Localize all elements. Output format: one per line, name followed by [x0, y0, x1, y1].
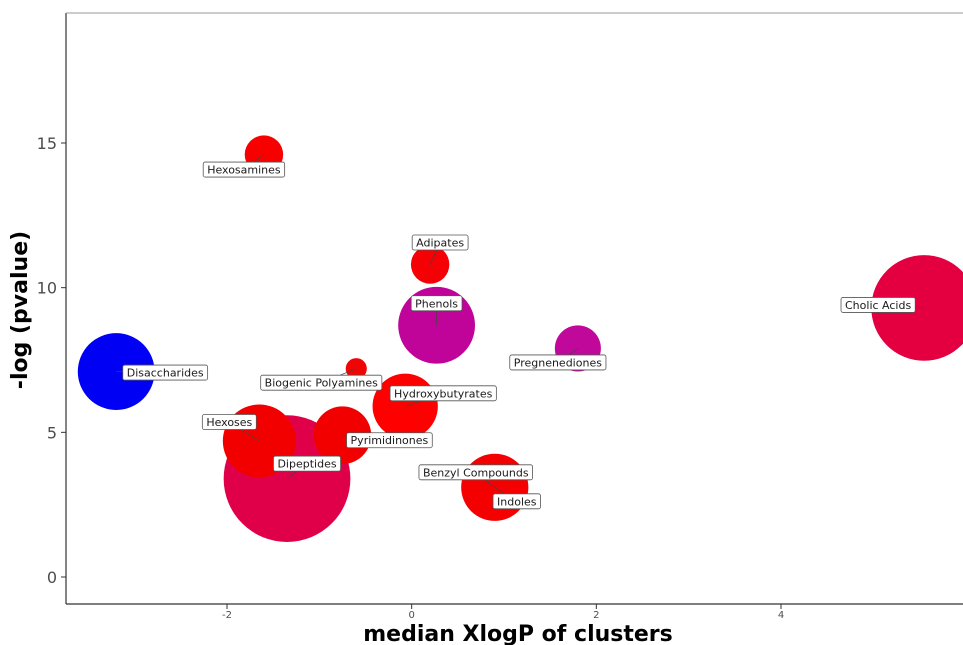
y-tick-label: 15	[37, 134, 57, 153]
label-box	[260, 374, 383, 391]
point-adipates	[410, 245, 450, 284]
point-label-pregnenediones: Pregnenediones	[509, 348, 607, 371]
x-tick-label: 4	[778, 610, 784, 621]
points-layer	[77, 135, 963, 542]
ticks-layer: -2 0 2 4 0 5 10 15	[37, 134, 785, 621]
label-text: Biogenic Polyamines	[265, 377, 378, 390]
x-axis-title: median XlogP of clusters	[363, 622, 673, 645]
label-box	[410, 295, 463, 312]
label-text: Hexosamines	[207, 164, 281, 177]
y-axis-title: -log (pvalue)	[8, 231, 33, 389]
y-tick-label: 10	[37, 279, 57, 298]
label-text: Dipeptides	[277, 458, 336, 471]
x-tick-label: -2	[222, 610, 232, 621]
label-box	[273, 455, 341, 472]
point-label-pyrimidinones: Pyrimidinones	[342, 432, 433, 449]
label-text: Pyrimidinones	[351, 434, 429, 447]
label-text: Benzyl Compounds	[423, 466, 529, 479]
y-tick-label: 5	[47, 423, 57, 442]
label-box	[418, 464, 533, 481]
label-text: Indoles	[497, 495, 537, 508]
axes-layer	[65, 12, 963, 605]
label-text: Phenols	[415, 297, 458, 310]
point-cholic-acids	[871, 255, 963, 361]
label-box	[411, 234, 469, 251]
label-box	[389, 385, 497, 402]
point-label-hexosamines: Hexosamines	[202, 154, 286, 178]
label-box	[202, 161, 286, 178]
labels-layer: Hexosamines Adipates Cholic Acids Phenols Pr…	[116, 154, 925, 510]
label-box	[509, 354, 607, 371]
y-tick-label: 0	[47, 568, 57, 587]
point-label-adipates: Adipates	[411, 234, 469, 265]
label-box	[122, 364, 209, 381]
label-text: Hydroxybutyrates	[394, 387, 493, 400]
label-box	[346, 432, 433, 449]
label-box	[840, 297, 916, 313]
label-text: Adipates	[416, 237, 464, 250]
point-label-phenols: Phenols	[410, 295, 463, 326]
label-text: Hexoses	[206, 416, 252, 429]
label-text: Disaccharides	[127, 367, 204, 380]
x-tick-label: 2	[593, 610, 599, 621]
x-tick-label: 0	[408, 610, 414, 621]
point-label-cholic-acids: Cholic Acids	[840, 297, 925, 313]
point-label-indoles: Indoles	[492, 487, 541, 510]
point-label-disaccharides: Disaccharides	[116, 364, 209, 381]
label-box	[492, 493, 541, 510]
point-label-hexoses: Hexoses	[201, 414, 260, 442]
point-label-benzyl-compounds: Benzyl Compounds	[418, 464, 533, 488]
label-box	[201, 414, 257, 430]
label-text: Pregnenediones	[514, 356, 602, 369]
label-text: Cholic Acids	[845, 299, 911, 312]
point-label-dipeptides: Dipeptides	[273, 455, 341, 479]
point-label-hydroxybutyrates: Hydroxybutyrates	[389, 385, 497, 407]
point-label-biogenic-polyamines: Biogenic Polyamines	[260, 368, 383, 391]
